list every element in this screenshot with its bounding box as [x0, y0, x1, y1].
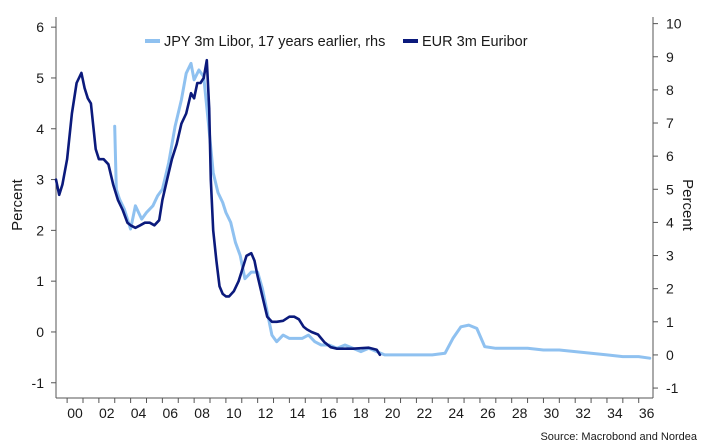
right-tick-label: -1 [666, 380, 679, 396]
right-tick-label: 9 [666, 49, 674, 65]
x-tick-label: 22 [417, 405, 433, 421]
right-tick-label: 0 [666, 347, 674, 363]
right-tick-label: 8 [666, 82, 674, 98]
right-axis-title: Percent [679, 179, 696, 232]
right-tick-label: 6 [666, 148, 674, 164]
legend-label-jpy: JPY 3m Libor, 17 years earlier, rhs [164, 34, 385, 50]
left-axis-title: Percent [9, 178, 26, 231]
x-tick-label: 06 [163, 405, 179, 421]
right-tick-label: 4 [666, 214, 674, 230]
x-tick-label: 16 [321, 405, 337, 421]
left-tick-label: 0 [36, 324, 44, 340]
right-tick-label: 2 [666, 281, 674, 297]
source-note: Source: Macrobond and Nordea [540, 431, 697, 443]
left-tick-label: 1 [36, 273, 44, 289]
legend: JPY 3m Libor, 17 years earlier, rhs EUR … [145, 34, 528, 50]
x-tick-label: 00 [67, 405, 83, 421]
left-tick-label: 3 [36, 172, 44, 188]
x-tick-label: 10 [226, 405, 242, 421]
series-lines [54, 58, 652, 360]
x-tick-label: 24 [448, 405, 464, 421]
x-tick-label: 34 [607, 405, 623, 421]
x-tick-label: 08 [194, 405, 210, 421]
x-tick-label: 12 [258, 405, 274, 421]
series-line-eur-euribor [54, 58, 382, 357]
x-tick-label: 02 [99, 405, 115, 421]
x-tick-label: 20 [385, 405, 401, 421]
left-tick-label: -1 [32, 375, 45, 391]
x-tick-label: 32 [575, 405, 591, 421]
x-tick-label: 36 [639, 405, 655, 421]
x-tick-label: 30 [544, 405, 560, 421]
x-tick-label: 26 [480, 405, 496, 421]
series-line-jpy-libor [113, 61, 652, 360]
x-tick-label: 28 [512, 405, 528, 421]
left-tick-label: 5 [36, 70, 44, 86]
right-tick-label: 5 [666, 181, 674, 197]
right-tick-label: 7 [666, 115, 674, 131]
left-tick-label: 4 [36, 121, 44, 137]
right-tick-label: 10 [666, 16, 682, 32]
x-tick-label: 14 [290, 405, 306, 421]
right-tick-label: 3 [666, 248, 674, 264]
x-tick-label: 04 [131, 405, 147, 421]
right-tick-label: 1 [666, 314, 674, 330]
x-tick-label: 18 [353, 405, 369, 421]
axis-frame [51, 17, 658, 403]
left-tick-label: 2 [36, 222, 44, 238]
legend-label-eur: EUR 3m Euribor [422, 34, 528, 50]
left-tick-label: 6 [36, 19, 44, 35]
